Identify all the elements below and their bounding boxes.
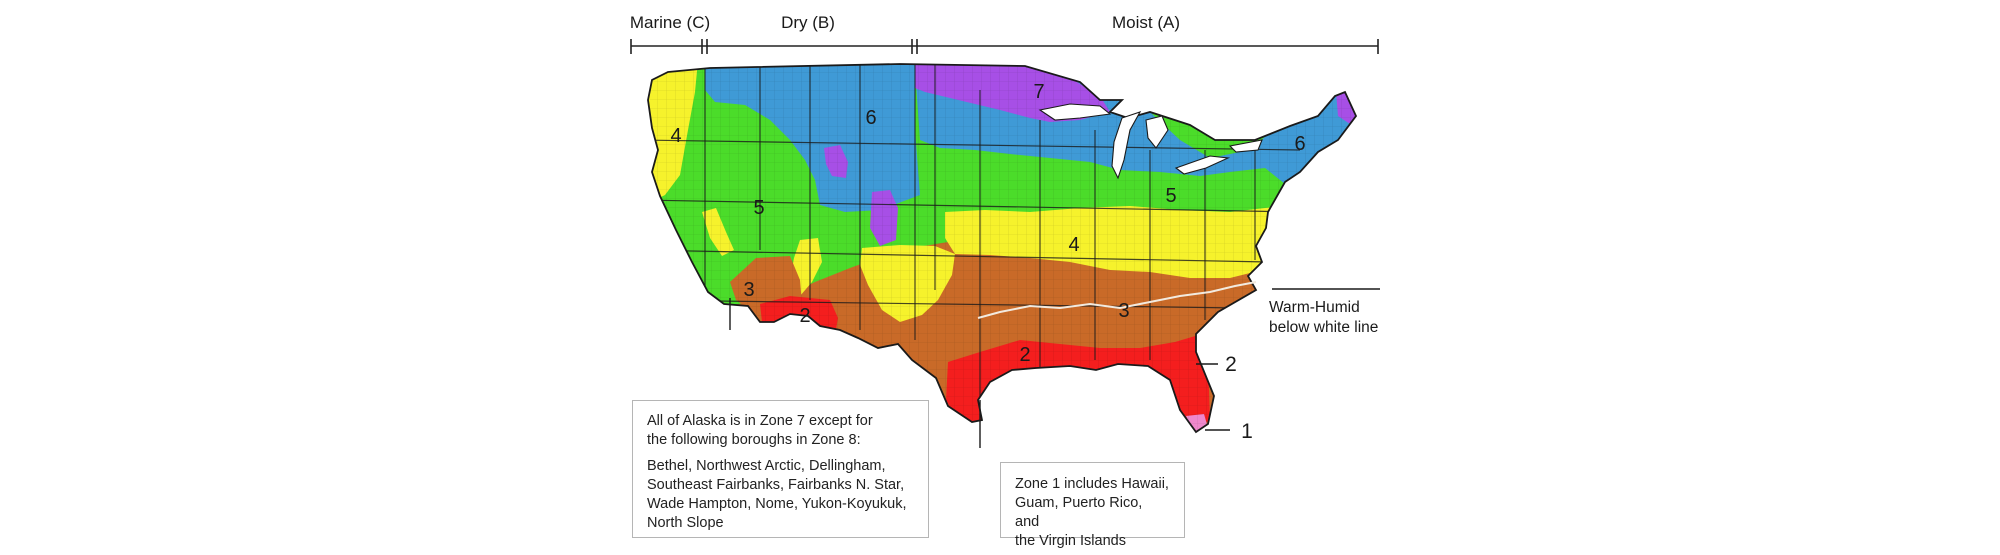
- warm-humid-label-line1: Warm-Humid: [1269, 299, 1360, 316]
- header-label-moist: Moist (A): [1112, 13, 1180, 32]
- header-label-marine: Marine (C): [630, 13, 710, 32]
- zone-label-4-west: 4: [670, 125, 681, 147]
- great-lake-erie: [1174, 155, 1231, 175]
- alaska-note-box: All of Alaska is in Zone 7 except for th…: [632, 400, 929, 538]
- leader-lines: [729, 288, 1380, 448]
- alaska-note-line: the following boroughs in Zone 8:: [647, 432, 861, 448]
- alaska-note-line: All of Alaska is in Zone 7 except for: [647, 413, 873, 429]
- alaska-note-line: Bethel, Northwest Arctic, Dellingham,: [647, 458, 886, 474]
- alaska-note-line: Southeast Fairbanks, Fairbanks N. Star,: [647, 477, 905, 493]
- islands-note-line: Zone 1 includes Hawaii,: [1015, 476, 1169, 492]
- great-lake-superior: [1038, 103, 1112, 121]
- alaska-note-line: Wade Hampton, Nome, Yukon-Koyukuk,: [647, 496, 907, 512]
- zone-label-2-west: 2: [799, 305, 810, 327]
- islands-note-line: Guam, Puerto Rico, and: [1015, 495, 1143, 530]
- zone-label-3-west: 3: [743, 279, 754, 301]
- great-lake-michigan: [1111, 111, 1142, 180]
- great-lake-huron: [1145, 115, 1169, 149]
- zone-label-6-west: 6: [865, 107, 876, 129]
- alaska-note-line: North Slope: [647, 515, 724, 531]
- zone-label-2-east: 2: [1019, 344, 1030, 366]
- zone-label-2-florida-callout: 2: [1225, 353, 1237, 376]
- islands-note-box: Zone 1 includes Hawaii, Guam, Puerto Ric…: [1000, 462, 1185, 549]
- zone-label-5-west: 5: [753, 197, 764, 219]
- warm-humid-label-line2: below white line: [1269, 319, 1378, 336]
- zone-label-3-east: 3: [1118, 300, 1129, 322]
- zone-label-1-callout: 1: [1241, 420, 1253, 443]
- islands-note-line: the Virgin Islands: [1015, 533, 1126, 549]
- zone-label-5-east: 5: [1165, 185, 1176, 207]
- zone-label-7: 7: [1033, 81, 1044, 103]
- warm-humid-boundary-line: [977, 281, 1257, 319]
- climate-moisture-bracket-bar: [630, 39, 1379, 54]
- zone-label-4-east: 4: [1068, 234, 1079, 256]
- header-label-dry: Dry (B): [781, 13, 835, 32]
- zone-label-6-east: 6: [1294, 133, 1305, 155]
- great-lake-ontario: [1228, 139, 1263, 153]
